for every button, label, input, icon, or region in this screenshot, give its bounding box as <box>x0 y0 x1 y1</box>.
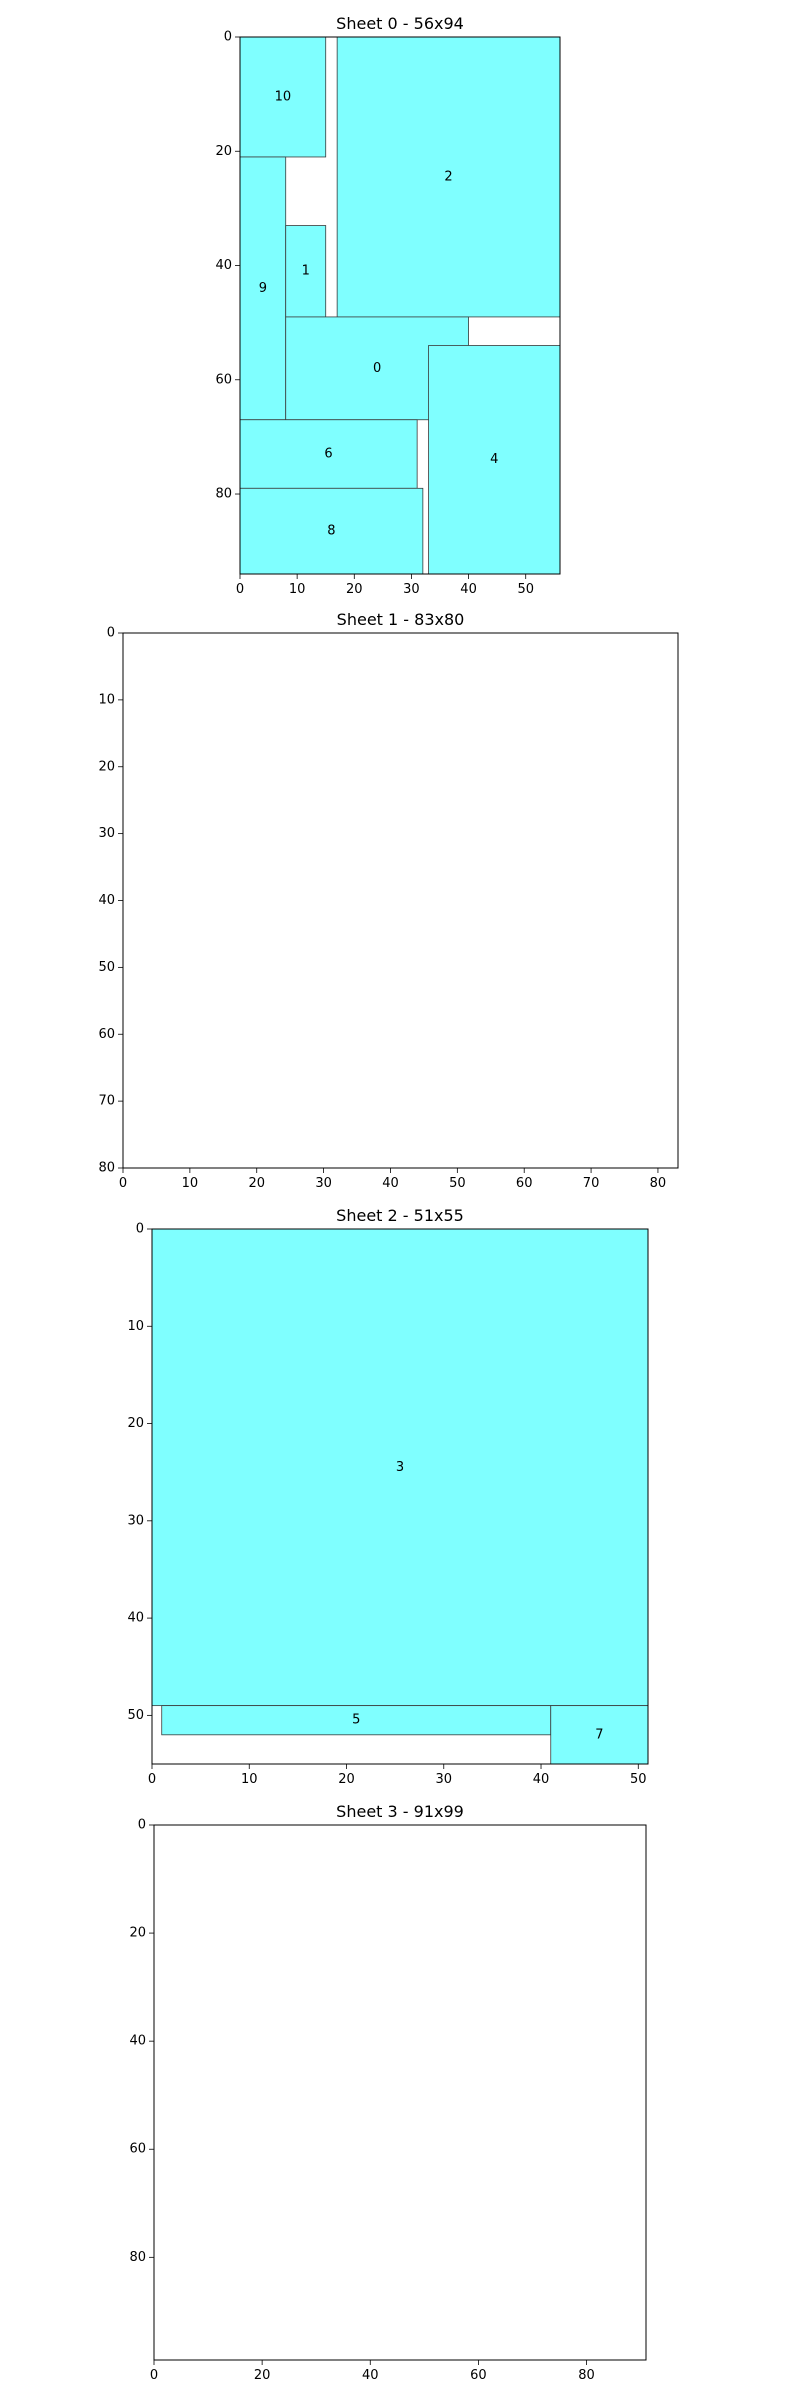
sheet-2-x-tick-label-1: 10 <box>241 1772 258 1787</box>
sheet-2-x-tick-label-0: 0 <box>148 1772 156 1787</box>
sheet-2-x-tick-label-2: 20 <box>338 1772 355 1787</box>
sheet-3-x-tick-label-3: 60 <box>470 2368 487 2383</box>
sheet-2-y-tick-label-4: 40 <box>127 1611 144 1626</box>
sheet-1-x-tick-label-8: 80 <box>650 1176 667 1191</box>
sheet-1-y-tick-label-3: 30 <box>98 826 115 841</box>
sheet-0-y-tick-label-2: 40 <box>215 258 232 273</box>
sheet-2-chart: Sheet 2 - 51x55 3 5 7 0 10 20 30 40 50 0 10 20 30 40 50 <box>0 1192 800 1788</box>
sheet-3-y-tick-label-0: 0 <box>138 1818 146 1833</box>
sheet-1-y-tick-label-5: 50 <box>98 960 115 975</box>
sheet-1-frame-bg <box>123 633 678 1168</box>
sheet-1-y-tick-label-2: 20 <box>98 759 115 774</box>
sheet-3-x-tick-label-2: 40 <box>362 2368 379 2383</box>
sheet-1-x-tick-label-7: 70 <box>583 1176 600 1191</box>
sheet-0-piece-0-label: 0 <box>373 361 381 376</box>
sheet-3-y-tick-label-1: 20 <box>129 1926 146 1941</box>
sheet-0-piece-8-label: 8 <box>327 524 335 539</box>
sheet-2-y-tick-label-3: 30 <box>127 1513 144 1528</box>
sheet-1-x-tick-label-6: 60 <box>516 1176 533 1191</box>
sheet-2-title: Sheet 2 - 51x55 <box>336 1206 464 1225</box>
sheet-0-piece-9-label: 9 <box>259 281 267 296</box>
sheet-1-y-tick-label-6: 60 <box>98 1027 115 1042</box>
sheet-0-piece-1-label: 1 <box>302 264 310 279</box>
sheet-1-y-tick-label-0: 0 <box>107 626 115 641</box>
sheet-1-x-tick-label-2: 20 <box>248 1176 265 1191</box>
sheet-0-x-tick-label-5: 50 <box>517 582 534 597</box>
sheet-0-x-tick-label-4: 40 <box>460 582 477 597</box>
sheet-0-y-tick-label-3: 60 <box>215 372 232 387</box>
sheet-3-y-tick-label-2: 40 <box>129 2034 146 2049</box>
sheet-0-piece-6-label: 6 <box>324 447 332 462</box>
sheet-2-y-tick-label-5: 50 <box>127 1708 144 1723</box>
sheet-2-piece-7-label: 7 <box>595 1727 603 1742</box>
sheet-1-y-tick-label-8: 80 <box>98 1161 115 1176</box>
sheet-0-y-tick-label-1: 20 <box>215 144 232 159</box>
sheet-1-x-tick-label-5: 50 <box>449 1176 466 1191</box>
sheet-3-y-tick-label-3: 60 <box>129 2142 146 2157</box>
sheet-0-x-tick-label-2: 20 <box>346 582 363 597</box>
sheet-2-x-tick-label-4: 40 <box>533 1772 550 1787</box>
sheet-1-title: Sheet 1 - 83x80 <box>337 610 465 629</box>
sheet-2-x-tick-label-5: 50 <box>630 1772 647 1787</box>
sheet-1-y-tick-label-7: 70 <box>98 1094 115 1109</box>
sheet-1-y-tick-label-1: 10 <box>98 692 115 707</box>
sheet-2-y-tick-label-1: 10 <box>127 1319 144 1334</box>
sheet-2-y-tick-label-0: 0 <box>136 1222 144 1237</box>
sheet-3-x-tick-label-1: 20 <box>254 2368 271 2383</box>
sheet-1-x-tick-label-4: 40 <box>382 1176 399 1191</box>
sheet-3-x-tick-label-0: 0 <box>150 2368 158 2383</box>
sheet-0-piece-10-label: 10 <box>275 89 292 104</box>
sheet-0-x-tick-label-3: 30 <box>403 582 420 597</box>
sheet-2-piece-3-label: 3 <box>396 1460 404 1475</box>
sheet-0-piece-4-label: 4 <box>490 452 498 467</box>
sheet-1-x-tick-label-3: 30 <box>315 1176 332 1191</box>
sheet-3-y-tick-label-4: 80 <box>129 2250 146 2265</box>
sheet-3-x-tick-label-4: 80 <box>578 2368 595 2383</box>
sheet-0-y-tick-label-4: 80 <box>215 487 232 502</box>
sheet-0-title: Sheet 0 - 56x94 <box>336 14 464 33</box>
sheet-2-piece-5-label: 5 <box>352 1713 360 1728</box>
sheet-1-y-tick-label-4: 40 <box>98 893 115 908</box>
sheet-1-x-tick-label-0: 0 <box>119 1176 127 1191</box>
sheet-2-y-tick-label-2: 20 <box>127 1416 144 1431</box>
sheet-1-chart: Sheet 1 - 83x80 0 10 20 30 40 50 60 70 80 0 10 20 30 4… <box>0 596 800 1192</box>
sheet-3-chart: Sheet 3 - 91x99 0 20 40 60 80 0 20 40 60 80 <box>0 1788 800 2384</box>
sheet-1-x-tick-label-1: 10 <box>182 1176 199 1191</box>
sheet-3-title: Sheet 3 - 91x99 <box>336 1802 464 1821</box>
sheet-2-x-tick-label-3: 30 <box>435 1772 452 1787</box>
sheet-0-x-tick-label-1: 10 <box>289 582 306 597</box>
sheet-0-y-tick-label-0: 0 <box>224 30 232 45</box>
sheet-0-piece-2-label: 2 <box>444 169 452 184</box>
sheet-3-frame-bg <box>154 1825 646 2360</box>
sheet-0-x-tick-label-0: 0 <box>236 582 244 597</box>
